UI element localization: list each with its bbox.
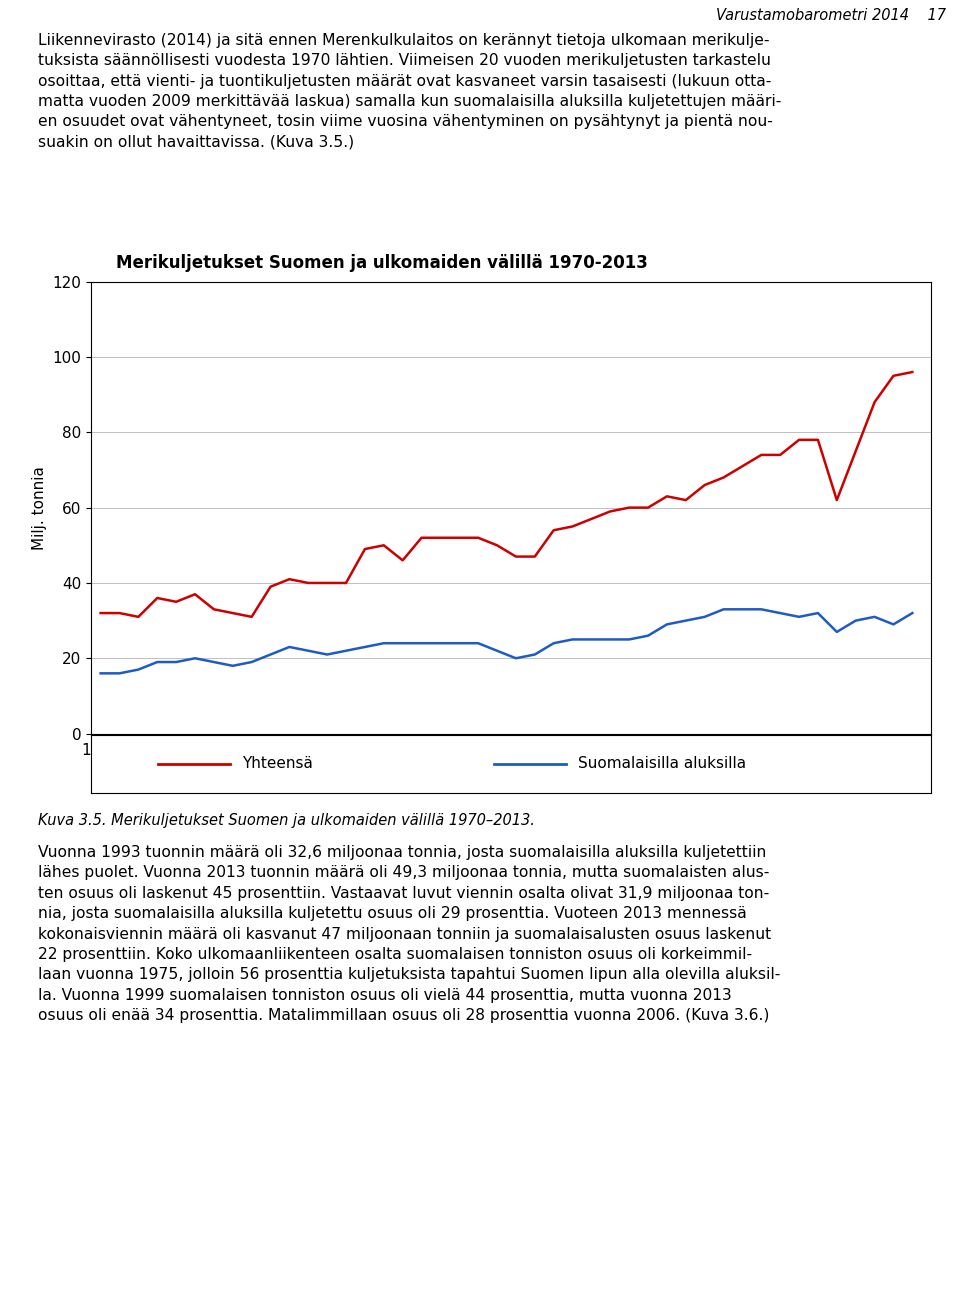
Y-axis label: Milj. tonnia: Milj. tonnia — [32, 465, 47, 550]
Text: Varustamobarometri 2014    17: Varustamobarometri 2014 17 — [715, 8, 946, 22]
Text: Kuva 3.5. Merikuljetukset Suomen ja ulkomaiden välillä 1970–2013.: Kuva 3.5. Merikuljetukset Suomen ja ulko… — [38, 812, 536, 828]
Text: Yhteensä: Yhteensä — [242, 756, 313, 772]
Text: Merikuljetukset Suomen ja ulkomaiden välillä 1970-2013: Merikuljetukset Suomen ja ulkomaiden väl… — [116, 254, 648, 271]
Text: Suomalaisilla aluksilla: Suomalaisilla aluksilla — [578, 756, 747, 772]
Text: Vuonna 1993 tuonnin määrä oli 32,6 miljoonaa tonnia, josta suomalaisilla aluksil: Vuonna 1993 tuonnin määrä oli 32,6 miljo… — [38, 845, 780, 1023]
Text: Liikennevirasto (2014) ja sitä ennen Merenkulkulaitos on kerännyt tietoja ulkoma: Liikennevirasto (2014) ja sitä ennen Mer… — [38, 33, 781, 149]
